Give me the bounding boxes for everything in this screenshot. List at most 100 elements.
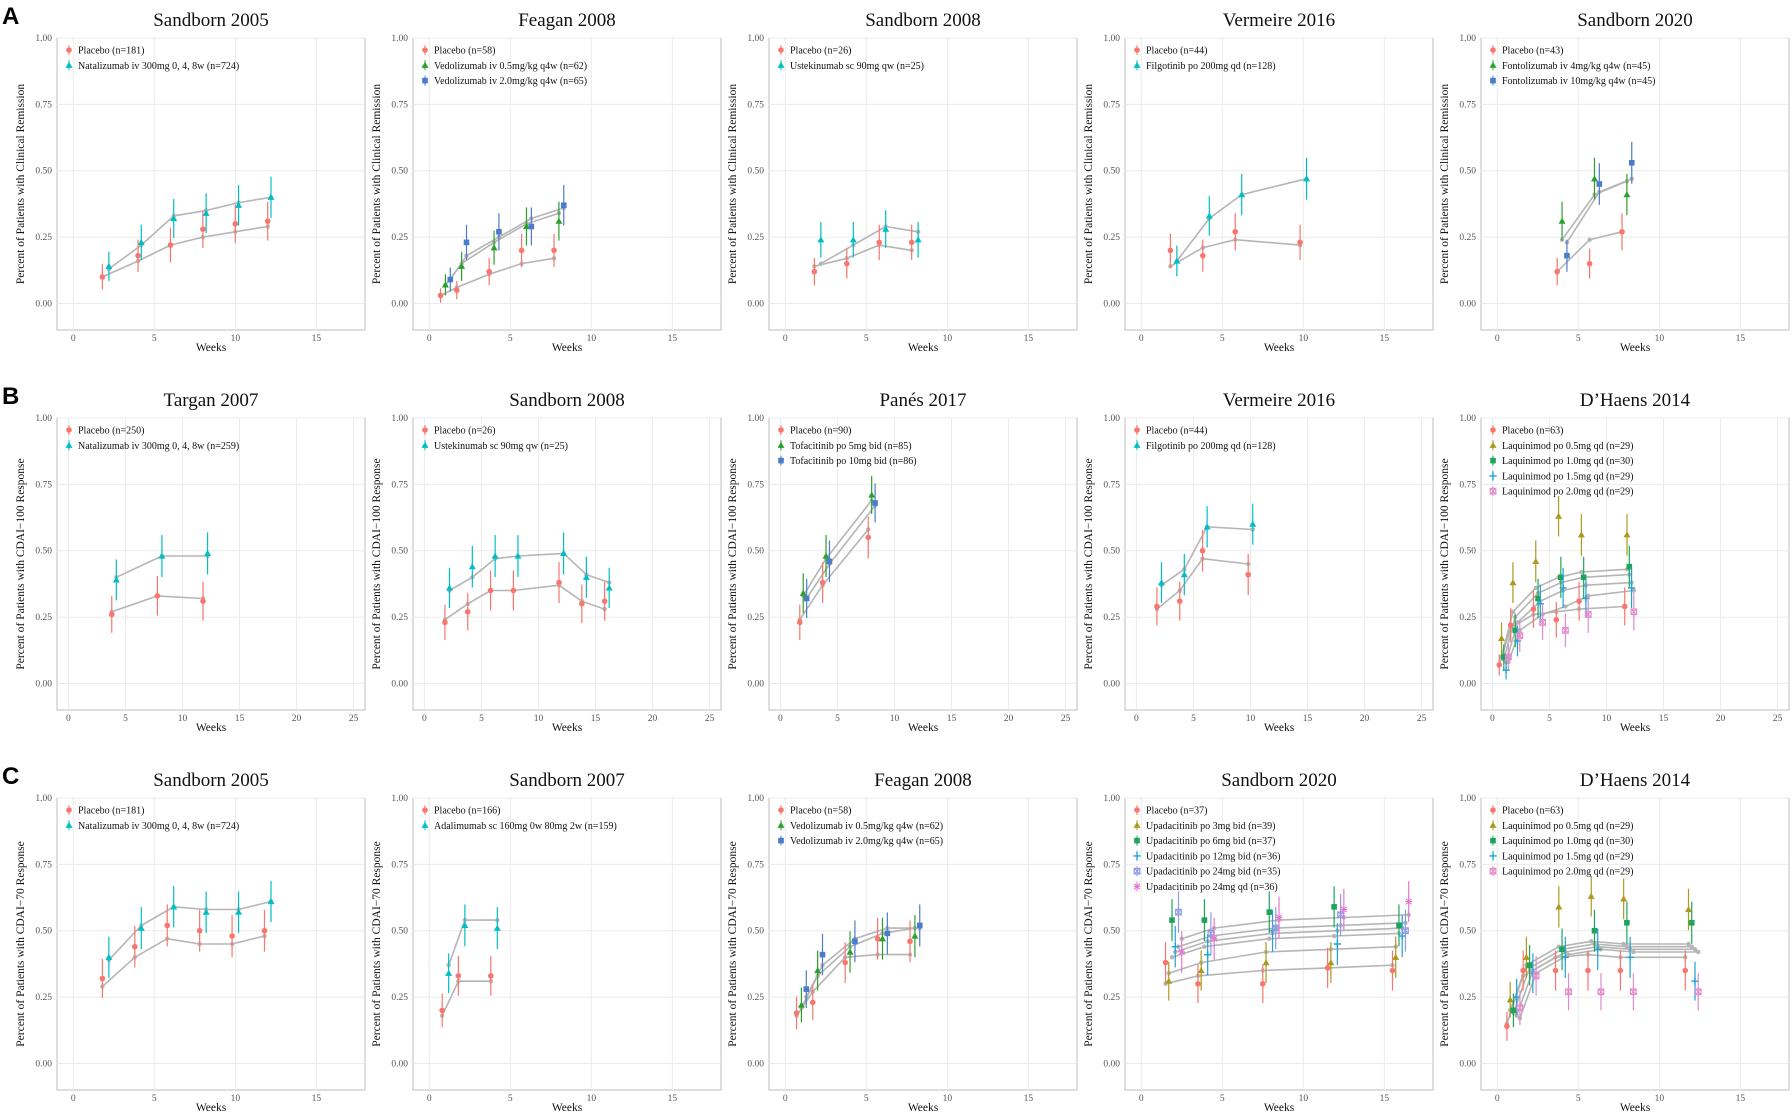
data-point <box>137 924 145 931</box>
data-point <box>1621 603 1628 610</box>
x-tick-label: 5 <box>864 1094 869 1104</box>
point-circle <box>487 587 494 594</box>
legend-entry: Laquinimod po 1.5mg qd (n=29) <box>1502 851 1633 862</box>
legend: Placebo (n=26) Ustekinumab sc 90mg qw (n=… <box>777 45 924 72</box>
data-point <box>1262 959 1270 966</box>
y-tick-label: 1.00 <box>35 414 52 424</box>
panel-title: Panés 2017 <box>879 390 966 411</box>
y-tick-label: 0.00 <box>35 299 52 309</box>
x-tick-label: 25 <box>705 714 715 724</box>
y-tick-label: 0.25 <box>1103 993 1120 1003</box>
point-triangle <box>1498 634 1506 641</box>
x-axis-label: Weeks <box>196 1102 227 1114</box>
data-point <box>799 589 807 596</box>
data-point <box>1623 191 1631 198</box>
prediction-point <box>1692 947 1698 952</box>
point-circle <box>1195 981 1201 987</box>
data-point <box>1210 935 1218 943</box>
point-square <box>819 951 826 958</box>
prediction-point <box>1587 237 1592 242</box>
data-point <box>1396 922 1402 929</box>
data-point <box>1586 260 1593 267</box>
panel-title: Targan 2007 <box>164 390 259 411</box>
point-circle <box>200 598 206 604</box>
y-tick-label: 0.00 <box>1459 679 1476 689</box>
y-tick-label: 0.75 <box>747 100 764 110</box>
data-point <box>817 236 825 243</box>
x-tick-label: 15 <box>1303 714 1313 724</box>
legend: Placebo (n=26) Ustekinumab sc 90mg qw (n=… <box>421 425 568 452</box>
data-point <box>1509 579 1517 586</box>
point-square-cross <box>1539 618 1547 626</box>
point-square <box>872 500 878 506</box>
data-point <box>1617 967 1624 974</box>
point-circle <box>518 247 525 254</box>
data-point <box>158 552 166 559</box>
chart-panel-a3: Sandborn 2008 0.00 0.25 0.50 0.75 1.00 0 5 10 15 W… <box>727 10 1078 354</box>
point-triangle <box>1532 557 1540 564</box>
x-axis-label: Weeks <box>552 342 583 354</box>
point-square <box>1169 917 1175 923</box>
x-axis-label: Weeks <box>908 722 939 734</box>
y-axis-label: Percent of Patients with CDAI−70 Respons… <box>727 841 739 1046</box>
legend-entry: Tofacitinib po 10mg bid (n=86) <box>790 456 917 467</box>
point-triangle <box>560 549 568 557</box>
legend: Placebo (n=166) Adalimumab sc 160mg 0w 80… <box>421 805 617 832</box>
point-triangle <box>105 262 113 269</box>
point-triangle <box>1392 953 1400 960</box>
data-layer <box>1167 157 1311 277</box>
point-square-cross-lines <box>1505 653 1512 661</box>
point-circle <box>908 239 915 246</box>
plot-panel <box>412 797 722 1091</box>
x-tick-label: 15 <box>1024 1094 1034 1104</box>
x-tick-label: 15 <box>1380 334 1390 344</box>
point-circle <box>453 287 460 293</box>
y-tick-label: 0.50 <box>1103 927 1120 937</box>
y-tick-label: 1.00 <box>747 794 764 804</box>
legend-entry: Upadacitinib po 24mg bid (n=35) <box>1146 867 1281 878</box>
data-point <box>1554 268 1560 275</box>
y-tick-label: 0.75 <box>1103 480 1120 490</box>
data-point <box>1333 940 1341 948</box>
data-point <box>170 903 178 910</box>
data-point <box>1249 520 1257 527</box>
point-circle <box>1619 228 1625 235</box>
point-square <box>1628 159 1635 166</box>
y-tick-label: 0.50 <box>391 547 408 557</box>
data-point <box>1402 927 1409 935</box>
point-square-cross-lines <box>1337 911 1344 918</box>
y-tick-label: 0.25 <box>747 233 764 243</box>
x-tick-label: 0 <box>783 334 788 344</box>
data-point <box>1629 988 1637 996</box>
point-circle <box>844 260 850 267</box>
point-square <box>1624 919 1630 926</box>
y-tick-label: 0.00 <box>747 299 764 309</box>
x-tick-label: 10 <box>231 1094 241 1104</box>
point-square-cross <box>1532 972 1540 980</box>
data-point <box>490 244 498 251</box>
data-point <box>468 563 476 570</box>
y-axis-label: Percent of Patients with CDAI−100 Respon… <box>15 458 27 669</box>
data-point <box>1559 584 1567 592</box>
prediction-point <box>1621 941 1626 947</box>
data-point <box>496 228 502 235</box>
data-point <box>1507 622 1514 628</box>
data-point <box>137 238 145 246</box>
legend-entry: Placebo (n=26) <box>434 426 495 437</box>
point-asterisk <box>1340 906 1348 913</box>
chart-panel-b1: Targan 2007 0.00 0.25 0.50 0.75 1.00 0 5 10 15 20 2… <box>15 390 366 734</box>
data-point <box>1536 600 1544 608</box>
point-triangle <box>1684 905 1692 913</box>
x-tick-label: 15 <box>947 714 957 724</box>
point-triangle <box>846 948 854 955</box>
data-point <box>601 598 608 604</box>
data-point <box>1303 175 1311 182</box>
y-tick-label: 0.50 <box>1103 167 1120 177</box>
point-plus <box>1626 953 1634 961</box>
point-circle <box>261 927 268 934</box>
point-square-cross-lines <box>1630 988 1637 995</box>
point-circle <box>1520 967 1526 974</box>
data-point <box>447 276 454 283</box>
point-triangle <box>1623 191 1631 198</box>
y-tick-label: 0.00 <box>35 679 52 689</box>
